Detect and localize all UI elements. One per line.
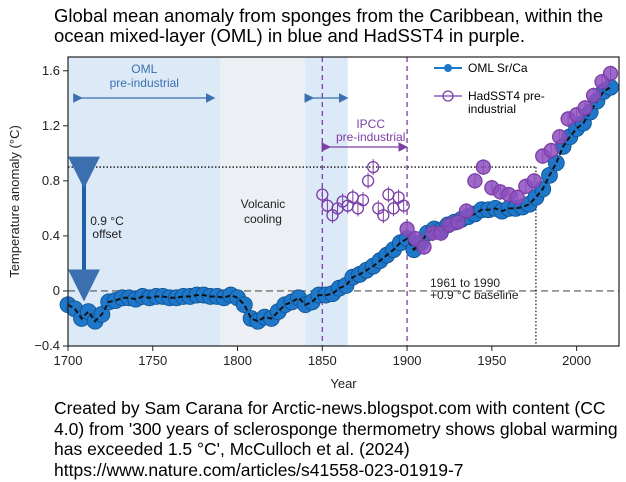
hadsst4-point xyxy=(552,129,568,145)
hadsst4-point xyxy=(397,199,410,212)
hadsst4-point xyxy=(577,100,593,116)
y-axis-label: Temperature anomaly (°C) xyxy=(7,125,22,278)
hadsst4-point xyxy=(543,142,559,159)
hadsst4-point xyxy=(367,160,380,174)
x-axis-label: Year xyxy=(330,376,357,391)
chart-title: Global mean anomaly from sponges from th… xyxy=(54,5,604,46)
hadsst4-point xyxy=(526,173,542,189)
y-tick-label: 0 xyxy=(53,283,60,298)
x-tick-label: 1950 xyxy=(477,353,506,368)
legend-oml-label: OML Sr/Ca xyxy=(468,61,528,75)
x-tick-label: 1850 xyxy=(308,353,337,368)
baseline-label: 1961 to 1990 +0.9 °C baseline xyxy=(430,276,519,302)
x-tick-label: 1750 xyxy=(138,353,167,368)
oml-preindustrial-label: OML pre-industrial xyxy=(110,62,179,90)
hadsst4-point xyxy=(399,221,415,237)
hadsst4-point xyxy=(377,209,390,222)
hadsst4-point xyxy=(585,87,602,104)
hadsst4-point xyxy=(475,159,492,175)
credit-footer: Created by Sam Carana for Arctic-news.bl… xyxy=(54,398,618,480)
hadsst4-point xyxy=(450,214,466,230)
volcanic-cooling-label: Volcanic cooling xyxy=(241,197,286,226)
y-tick-label: 0.8 xyxy=(42,173,60,188)
x-tick-label: 1800 xyxy=(223,353,252,368)
y-tick-label: 1.2 xyxy=(42,118,60,133)
x-tick-label: 2000 xyxy=(562,353,591,368)
hadsst4-point xyxy=(416,239,432,255)
hadsst4-point xyxy=(316,188,329,201)
y-tick-label: 0.4 xyxy=(42,228,60,243)
chart: OML pre-industrial Volcanic cooling IPCC pre-… xyxy=(7,56,620,391)
ipcc-preindustrial-label: IPCC pre-industrial xyxy=(336,117,405,144)
legend-hadsst4-marker xyxy=(442,90,454,102)
hadsst4-point xyxy=(509,189,525,206)
oml-trend-line xyxy=(67,86,612,323)
y-tick-label: −0.4 xyxy=(34,338,60,353)
legend-hadsst4-label: HadSST4 pre-industrial xyxy=(468,89,545,116)
offset-label: 0.9 °C offset xyxy=(90,214,124,241)
x-tick-label: 1700 xyxy=(54,353,83,368)
hadsst4-point xyxy=(356,193,370,207)
hadsst4-point xyxy=(602,65,619,82)
x-tick-label: 1900 xyxy=(393,353,422,368)
legend-oml-marker xyxy=(444,64,452,72)
hadsst4-point xyxy=(467,173,483,189)
hadsst4-point xyxy=(361,174,375,188)
plot-frame xyxy=(67,56,620,347)
y-tick-label: 1.6 xyxy=(42,63,60,78)
hadsst4-point xyxy=(458,203,475,219)
